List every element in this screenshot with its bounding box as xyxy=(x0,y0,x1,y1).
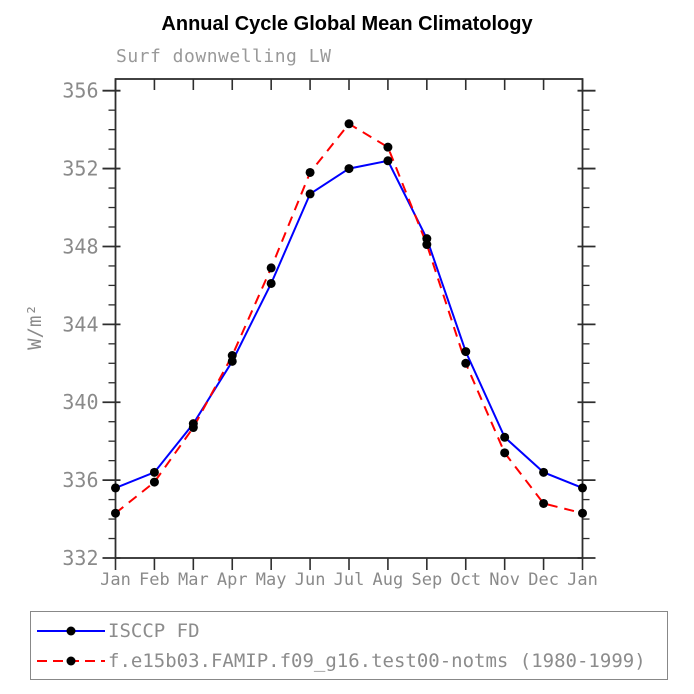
y-tick-label: 356 xyxy=(62,79,98,103)
data-point-marker xyxy=(461,358,471,368)
legend-marker-icon xyxy=(66,626,76,636)
data-point-marker xyxy=(149,467,159,477)
y-tick-label: 336 xyxy=(62,468,98,492)
data-point-marker xyxy=(305,167,315,177)
x-tick-label: Oct xyxy=(450,570,481,590)
legend-line-sample-dashed-icon xyxy=(37,656,105,666)
x-tick-label: Dec xyxy=(528,570,559,590)
y-tick-label: 332 xyxy=(62,546,98,570)
data-point-marker xyxy=(111,483,120,493)
legend-label-isccp: ISCCP FD xyxy=(108,620,200,642)
data-point-marker xyxy=(539,467,549,477)
x-tick-label: Jan xyxy=(567,570,598,590)
x-tick-label: Nov xyxy=(489,570,520,590)
y-tick-label: 348 xyxy=(62,234,98,258)
data-point-marker xyxy=(266,278,276,288)
x-tick-label: Sep xyxy=(411,570,442,590)
data-point-marker xyxy=(266,263,276,273)
data-point-marker xyxy=(305,189,315,199)
data-point-marker xyxy=(227,351,237,361)
chart-subtitle: Surf downwelling LW xyxy=(116,46,332,67)
y-tick-label: 352 xyxy=(62,157,98,181)
legend-item-isccp: ISCCP FD xyxy=(31,616,667,646)
y-tick-label: 340 xyxy=(62,390,98,414)
legend-box: ISCCP FD f.e15b03.FAMIP.f09_g16.test00-n… xyxy=(30,611,668,680)
data-point-marker xyxy=(578,508,587,518)
data-point-marker xyxy=(188,423,198,433)
axis-frame xyxy=(114,78,584,559)
data-point-marker xyxy=(383,142,393,152)
x-tick-label: Jul xyxy=(334,570,365,590)
data-point-marker xyxy=(578,483,587,493)
data-point-marker xyxy=(344,164,354,174)
x-tick-label: Mar xyxy=(178,570,209,590)
x-tick-label: Jan xyxy=(100,570,131,590)
data-point-marker xyxy=(149,477,159,487)
data-point-marker xyxy=(422,240,432,250)
series-line-1 xyxy=(114,122,583,515)
data-point-marker xyxy=(539,498,549,508)
data-point-marker xyxy=(344,119,354,129)
x-tick-label: Feb xyxy=(139,570,170,590)
data-point-marker xyxy=(461,347,471,357)
legend-item-model: f.e15b03.FAMIP.f09_g16.test00-notms (198… xyxy=(31,646,667,676)
x-tick-label: May xyxy=(256,570,287,590)
x-tick-label: Aug xyxy=(373,570,404,590)
data-point-marker xyxy=(111,508,120,518)
data-point-marker xyxy=(383,156,393,166)
x-tick-label: Jun xyxy=(295,570,326,590)
legend-line-sample-solid-icon xyxy=(37,626,105,636)
legend-marker-icon xyxy=(66,656,76,666)
legend-label-model: f.e15b03.FAMIP.f09_g16.test00-notms (198… xyxy=(108,650,646,672)
chart-title: Annual Cycle Global Mean Climatology xyxy=(161,13,533,35)
data-point-marker xyxy=(500,432,510,442)
y-tick-label: 344 xyxy=(62,312,98,336)
data-point-marker xyxy=(500,448,510,458)
x-tick-label: Apr xyxy=(217,570,248,590)
